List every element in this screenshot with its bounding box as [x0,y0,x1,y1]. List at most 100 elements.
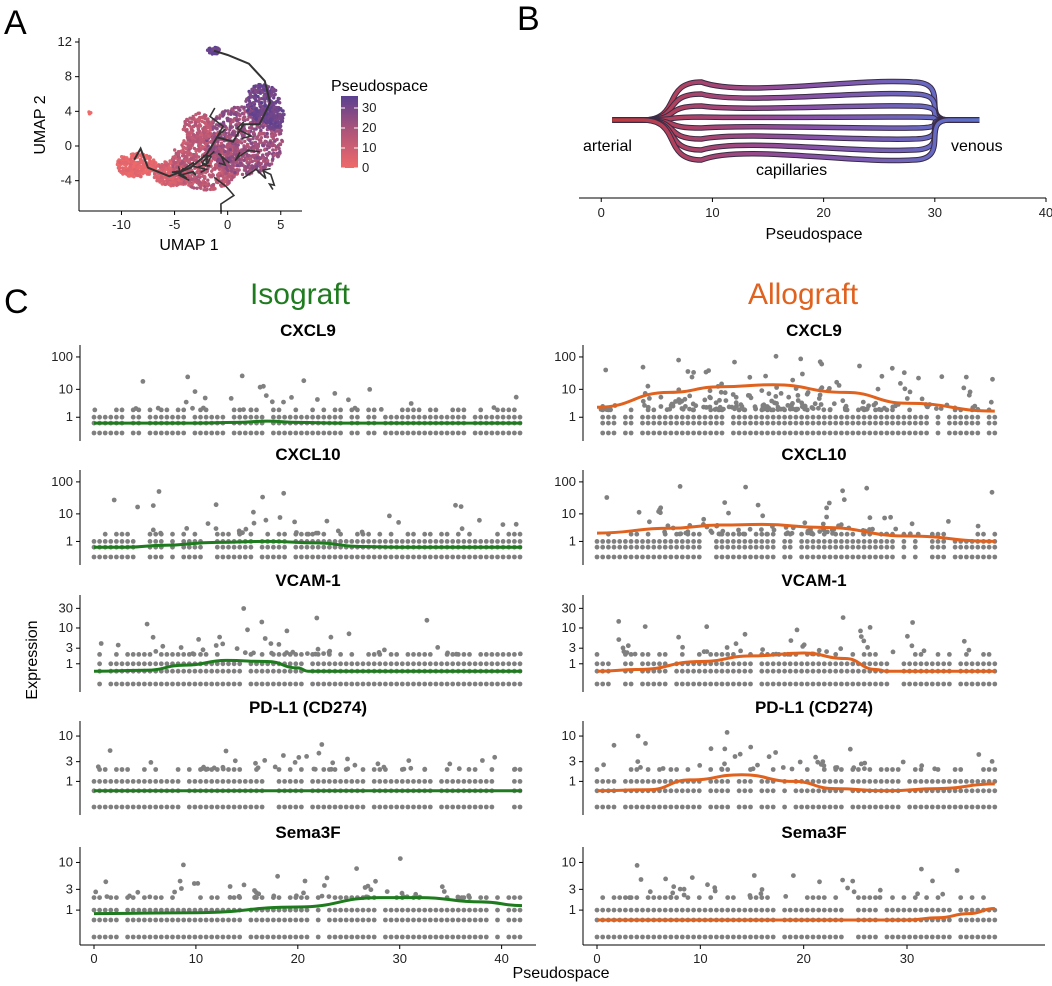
cell-point [929,661,935,667]
cell-point [186,668,192,674]
umap-cell-point [180,149,184,153]
cell-point [776,420,782,426]
cell-point [277,515,283,520]
cell-point [366,414,371,420]
cell-point [916,375,921,381]
cell-point [867,420,873,426]
cell-point [231,681,237,687]
cell-point [799,554,804,560]
cell-point [332,767,338,772]
umap-cell-point [206,178,210,182]
cell-point [371,539,377,544]
umap-cell-point [213,157,217,161]
cell-point [422,430,428,436]
cell-point [873,420,878,426]
umap-cell-point [242,158,246,163]
cell-point [905,633,910,639]
cell-point [799,531,804,537]
cell-point [844,531,850,537]
cell-point [461,804,467,810]
umap-cell-point [201,174,205,178]
umap-cell-point [231,163,235,167]
cell-point [321,407,327,413]
umap-cell-point [225,134,229,139]
cell-point [245,627,250,633]
cell-point [140,379,146,384]
umap-cell-point [255,156,259,160]
cell-point [642,624,648,629]
cell-point [399,917,405,923]
cell-point [657,539,662,544]
cell-point [170,554,175,560]
cell-point [867,430,873,436]
cell-point [125,767,130,772]
cell-point [231,917,237,923]
cell-points [91,742,523,810]
cell-point [130,907,136,913]
cell-point [765,539,770,544]
umap-cell-point [185,135,190,139]
cell-point [147,430,153,436]
cell-point [793,661,799,667]
cell-point [884,661,890,667]
cell-point [399,934,405,940]
cell-point [383,554,388,560]
umap-cell-point [198,185,202,190]
cell-point [748,668,753,674]
x-axis-isograft: 0 10 20 30 40 [80,944,536,966]
cell-point [248,531,254,537]
cell-point [935,539,941,544]
y-tick-label: 10 [59,620,73,635]
cell-point [709,530,715,535]
cell-point [147,779,153,784]
umap-cell-point [177,156,182,160]
cell-point [164,779,170,784]
cell-point [97,539,102,544]
cell-point [91,430,97,436]
cell-point [517,554,523,560]
cell-point [662,539,668,544]
umap-cell-point [188,120,192,125]
cell-point [104,894,110,899]
cell-point [186,681,192,687]
cell-point [867,414,873,420]
umap-cell-point [212,47,216,51]
cell-point [377,531,383,537]
cell-point [190,405,195,411]
x-tick-label: 30 [392,951,406,966]
cell-point [782,544,787,550]
cell-point [282,934,287,940]
cell-point [383,779,388,784]
umap-cell-point [186,153,190,157]
cell-point [606,544,611,550]
cell-point [399,407,405,413]
umap-cell-point [115,162,120,167]
cell-point [674,414,679,420]
cell-point [338,895,343,900]
cell-point [459,895,465,900]
cell-point [844,544,850,550]
cell-point [282,917,287,923]
cell-point [136,430,142,436]
cell-point [844,554,850,560]
cell-point [175,681,181,687]
umap-cell-point [152,175,157,180]
umap-cell-point [166,170,171,175]
cell-point [254,779,259,784]
umap-cell-point [273,153,277,157]
cell-point [125,917,130,923]
umap-cell-point [256,161,261,165]
y-tick-label: 30 [59,600,73,615]
cell-point [455,539,461,544]
cell-point [799,400,805,406]
umap-cell-point [165,163,169,167]
umap-cell-point [190,116,194,121]
y-tick-label: 100 [51,474,73,489]
cell-point [97,934,102,940]
cell-point [239,373,245,379]
cell-point [981,681,986,687]
gene-title: CXCL9 [786,321,842,340]
cell-point [371,414,377,420]
cell-point [472,779,478,784]
cell-point [455,907,461,913]
